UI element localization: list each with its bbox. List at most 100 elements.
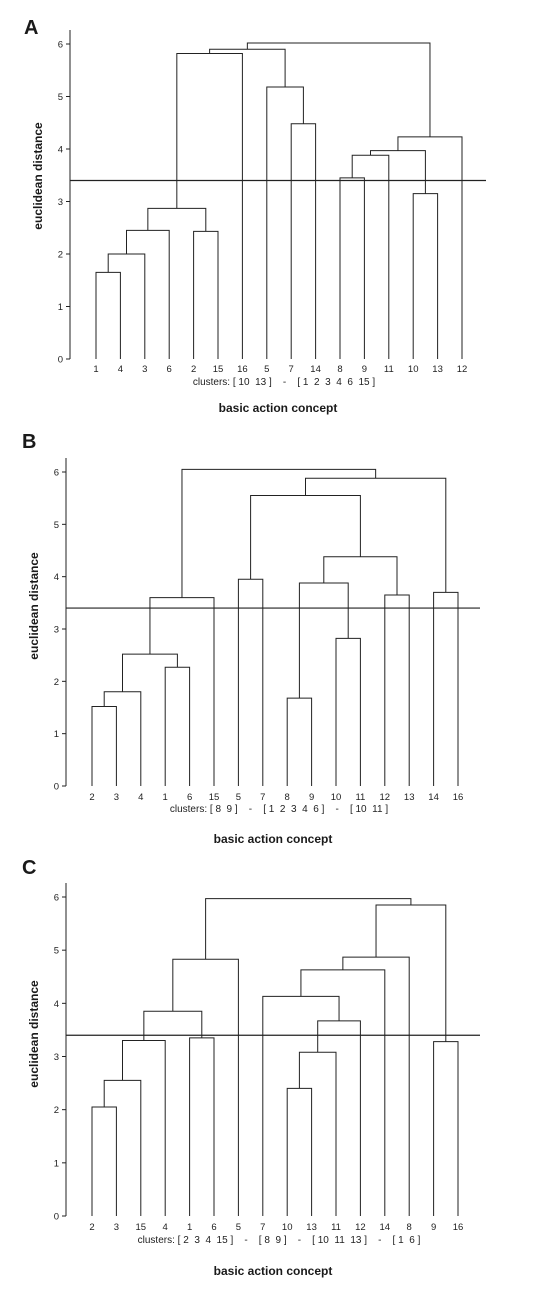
dendrogram-link — [375, 904, 447, 1042]
leaf-label: 2 — [191, 364, 196, 375]
leaf-label: 4 — [118, 364, 123, 375]
x-axis-label: basic action concept — [214, 832, 333, 846]
dendrogram-link — [147, 207, 207, 232]
dendrogram-link — [250, 495, 361, 580]
leaf-label: 9 — [431, 1222, 436, 1233]
dendrogram-link — [384, 594, 410, 786]
leaf-label: 16 — [453, 792, 464, 803]
dendrogram-link — [107, 253, 146, 359]
leaf-label: 12 — [355, 1222, 366, 1233]
leaf-label: 11 — [384, 364, 394, 375]
leaf-label: 4 — [163, 1222, 168, 1233]
dendrogram-link — [286, 697, 313, 786]
dendrogram-link — [91, 1106, 117, 1216]
leaf-label: 5 — [236, 1222, 241, 1233]
y-tick-label: 5 — [54, 946, 59, 957]
x-axis-label: basic action concept — [219, 401, 338, 415]
y-tick-label: 4 — [54, 999, 59, 1010]
dendrogram-link — [164, 666, 191, 786]
leaf-label: 10 — [282, 1222, 293, 1233]
dendrogram-link — [433, 591, 459, 786]
dendrogram-link — [91, 705, 117, 786]
y-tick-label: 4 — [58, 145, 63, 156]
dendrogram-link — [298, 1051, 337, 1216]
leaf-label: 13 — [432, 364, 443, 375]
leaf-label: 8 — [407, 1222, 412, 1233]
leaf-label: 14 — [310, 364, 321, 375]
y-tick-label: 6 — [54, 893, 59, 904]
leaf-label: 3 — [114, 1222, 119, 1233]
x-axis-label: basic action concept — [214, 1264, 333, 1278]
leaf-label: 6 — [187, 792, 192, 803]
dendrogram-link — [351, 154, 390, 359]
leaf-label: 7 — [289, 364, 294, 375]
dendrogram-link — [176, 52, 243, 359]
leaf-label: 12 — [457, 364, 468, 375]
dendrogram-link — [209, 48, 286, 88]
leaf-label: 9 — [309, 792, 314, 803]
leaf-label: 14 — [380, 1222, 391, 1233]
dendrogram-link — [237, 578, 264, 786]
panel-letter: C — [22, 857, 36, 879]
dendrogram-link — [193, 230, 219, 359]
leaf-label: 16 — [237, 364, 248, 375]
leaf-label: 2 — [89, 1222, 94, 1233]
y-tick-label: 6 — [54, 468, 59, 479]
dendrogram-link — [95, 271, 121, 359]
dendrogram-link — [290, 123, 317, 359]
dendrogram-link — [300, 969, 386, 1216]
dendrogram-link — [339, 177, 365, 359]
dendrogram-link — [298, 582, 349, 699]
y-tick-label: 5 — [54, 520, 59, 531]
leaf-label: 1 — [187, 1222, 192, 1233]
dendrogram-link — [103, 691, 142, 786]
leaf-label: 7 — [260, 792, 265, 803]
y-axis-label: euclidean distance — [27, 552, 41, 660]
y-tick-label: 2 — [58, 250, 63, 261]
leaf-label: 13 — [306, 1222, 317, 1233]
dendrogram-link — [335, 637, 361, 786]
y-tick-label: 0 — [54, 1212, 59, 1223]
leaf-label: 16 — [453, 1222, 464, 1233]
y-tick-label: 3 — [58, 197, 63, 208]
leaf-label: 1 — [93, 364, 98, 375]
dendrogram-link — [172, 958, 239, 1216]
dendrogram-link — [143, 1010, 203, 1041]
dendrogram-link — [342, 956, 410, 1216]
leaf-label: 15 — [213, 364, 224, 375]
clusters-annotation: clusters: [ 2 3 4 15 ] - [ 8 9 ] - [ 10 … — [138, 1235, 421, 1246]
leaf-label: 15 — [136, 1222, 147, 1233]
y-tick-label: 1 — [54, 1158, 59, 1169]
dendrogram-link — [205, 898, 412, 960]
leaf-label: 4 — [138, 792, 143, 803]
leaf-label: 8 — [337, 364, 342, 375]
leaf-label: 14 — [428, 792, 439, 803]
dendrogram-link — [126, 229, 170, 359]
clusters-annotation: clusters: [ 10 13 ] - [ 1 2 3 4 6 15 ] — [193, 377, 376, 388]
panel-letter: B — [22, 431, 36, 453]
leaf-label: 6 — [167, 364, 172, 375]
y-tick-label: 2 — [54, 677, 59, 688]
dendrogram-link — [370, 150, 426, 194]
y-axis-label: euclidean distance — [31, 122, 45, 230]
dendrogram-link — [397, 136, 463, 359]
leaf-label: 5 — [236, 792, 241, 803]
y-tick-label: 0 — [58, 355, 63, 366]
leaf-label: 15 — [209, 792, 220, 803]
leaf-label: 5 — [264, 364, 269, 375]
y-tick-label: 1 — [58, 302, 63, 313]
dendrogram-link — [181, 468, 377, 598]
y-axis-label: euclidean distance — [27, 980, 41, 1088]
y-tick-label: 6 — [58, 40, 63, 51]
y-tick-label: 4 — [54, 572, 59, 583]
dendrogram-link — [286, 1087, 313, 1216]
leaf-label: 10 — [408, 364, 419, 375]
dendrogram-link — [246, 42, 431, 137]
panel-letter: A — [24, 17, 38, 39]
y-tick-label: 3 — [54, 1052, 59, 1063]
y-tick-label: 0 — [54, 782, 59, 793]
leaf-label: 1 — [163, 792, 168, 803]
